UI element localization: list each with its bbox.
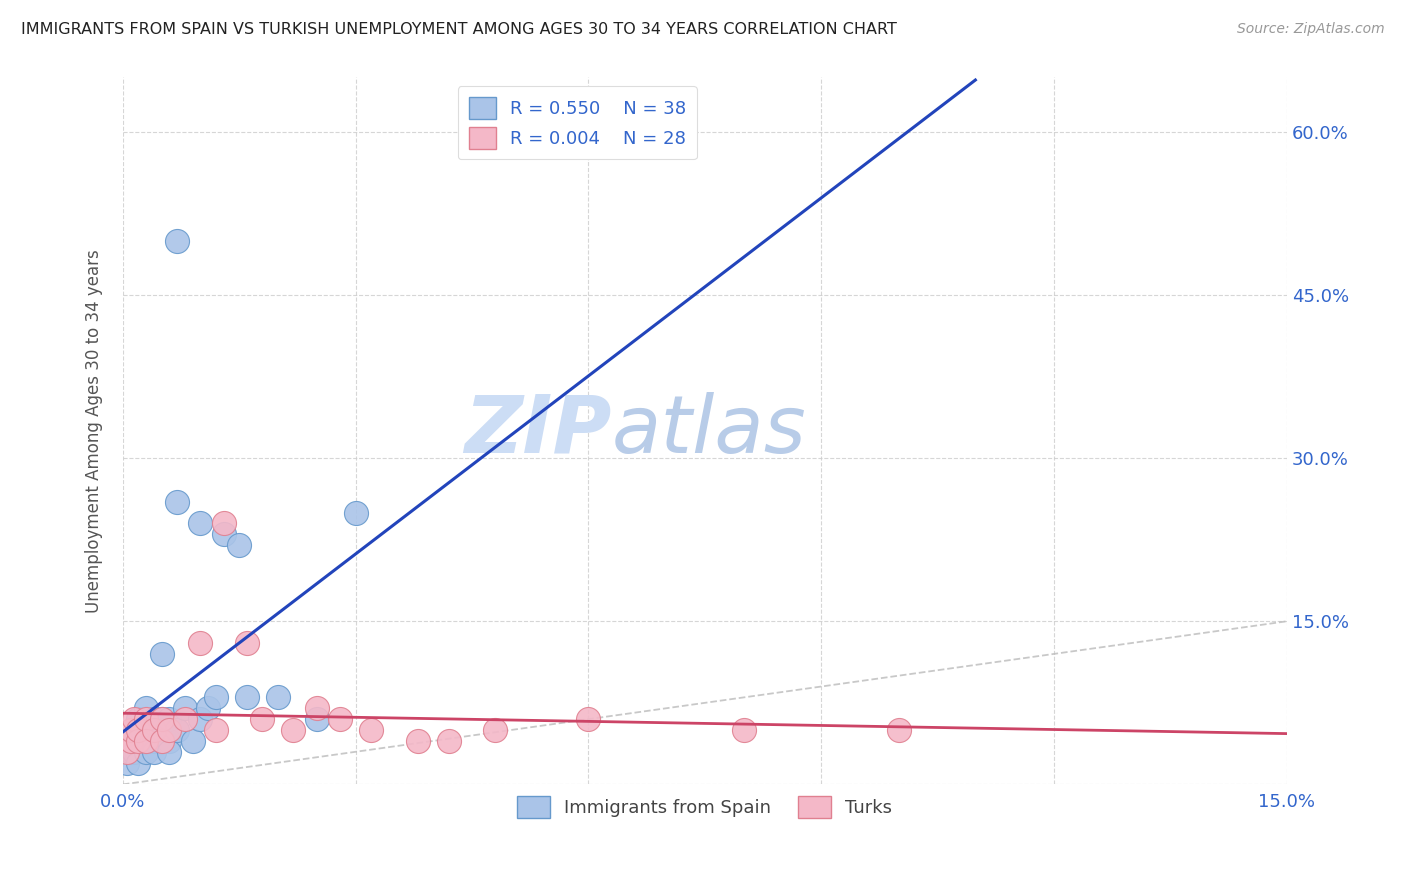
Point [157,723,180,737]
Point [236,690,259,705]
Point [188,516,211,531]
Point [120,734,142,748]
Point [115,745,138,759]
Point [120,734,142,748]
Point [173,701,195,715]
Point [127,723,149,737]
Point [150,734,173,748]
Point [212,516,235,531]
Point [120,723,142,737]
Point [305,701,328,715]
Point [166,723,188,737]
Text: ZIP: ZIP [464,392,612,470]
Point [142,745,165,759]
Point [131,723,153,737]
Point [127,734,149,748]
Point [150,712,173,726]
Point [188,636,211,650]
Point [887,723,910,737]
Point [142,723,165,737]
Point [188,712,211,726]
Point [212,527,235,541]
Point [166,234,188,248]
Point [733,723,755,737]
Point [135,745,157,759]
Point [157,745,180,759]
Point [150,647,173,661]
Point [173,712,195,726]
Point [181,734,204,748]
Point [406,734,429,748]
Point [236,636,259,650]
Point [197,701,219,715]
Point [150,712,173,726]
Point [267,690,290,705]
Point [127,756,149,770]
Point [329,712,352,726]
Point [135,712,157,726]
Point [228,538,250,552]
Point [142,734,165,748]
Point [124,745,146,759]
Point [135,734,157,748]
Point [252,712,274,726]
Point [124,712,146,726]
Text: atlas: atlas [612,392,807,470]
Point [437,734,460,748]
Legend: Immigrants from Spain, Turks: Immigrants from Spain, Turks [510,789,900,825]
Point [166,494,188,508]
Point [127,712,149,726]
Point [135,734,157,748]
Point [305,712,328,726]
Point [150,734,173,748]
Point [484,723,506,737]
Y-axis label: Unemployment Among Ages 30 to 34 years: Unemployment Among Ages 30 to 34 years [86,249,103,613]
Point [283,723,305,737]
Point [157,734,180,748]
Point [142,712,165,726]
Point [157,712,180,726]
Point [135,701,157,715]
Point [150,723,173,737]
Point [344,506,367,520]
Point [120,745,142,759]
Point [205,723,228,737]
Point [142,723,165,737]
Point [127,734,149,748]
Text: Source: ZipAtlas.com: Source: ZipAtlas.com [1237,22,1385,37]
Point [205,690,228,705]
Point [576,712,599,726]
Point [360,723,382,737]
Text: IMMIGRANTS FROM SPAIN VS TURKISH UNEMPLOYMENT AMONG AGES 30 TO 34 YEARS CORRELAT: IMMIGRANTS FROM SPAIN VS TURKISH UNEMPLO… [21,22,897,37]
Point [135,723,157,737]
Point [115,756,138,770]
